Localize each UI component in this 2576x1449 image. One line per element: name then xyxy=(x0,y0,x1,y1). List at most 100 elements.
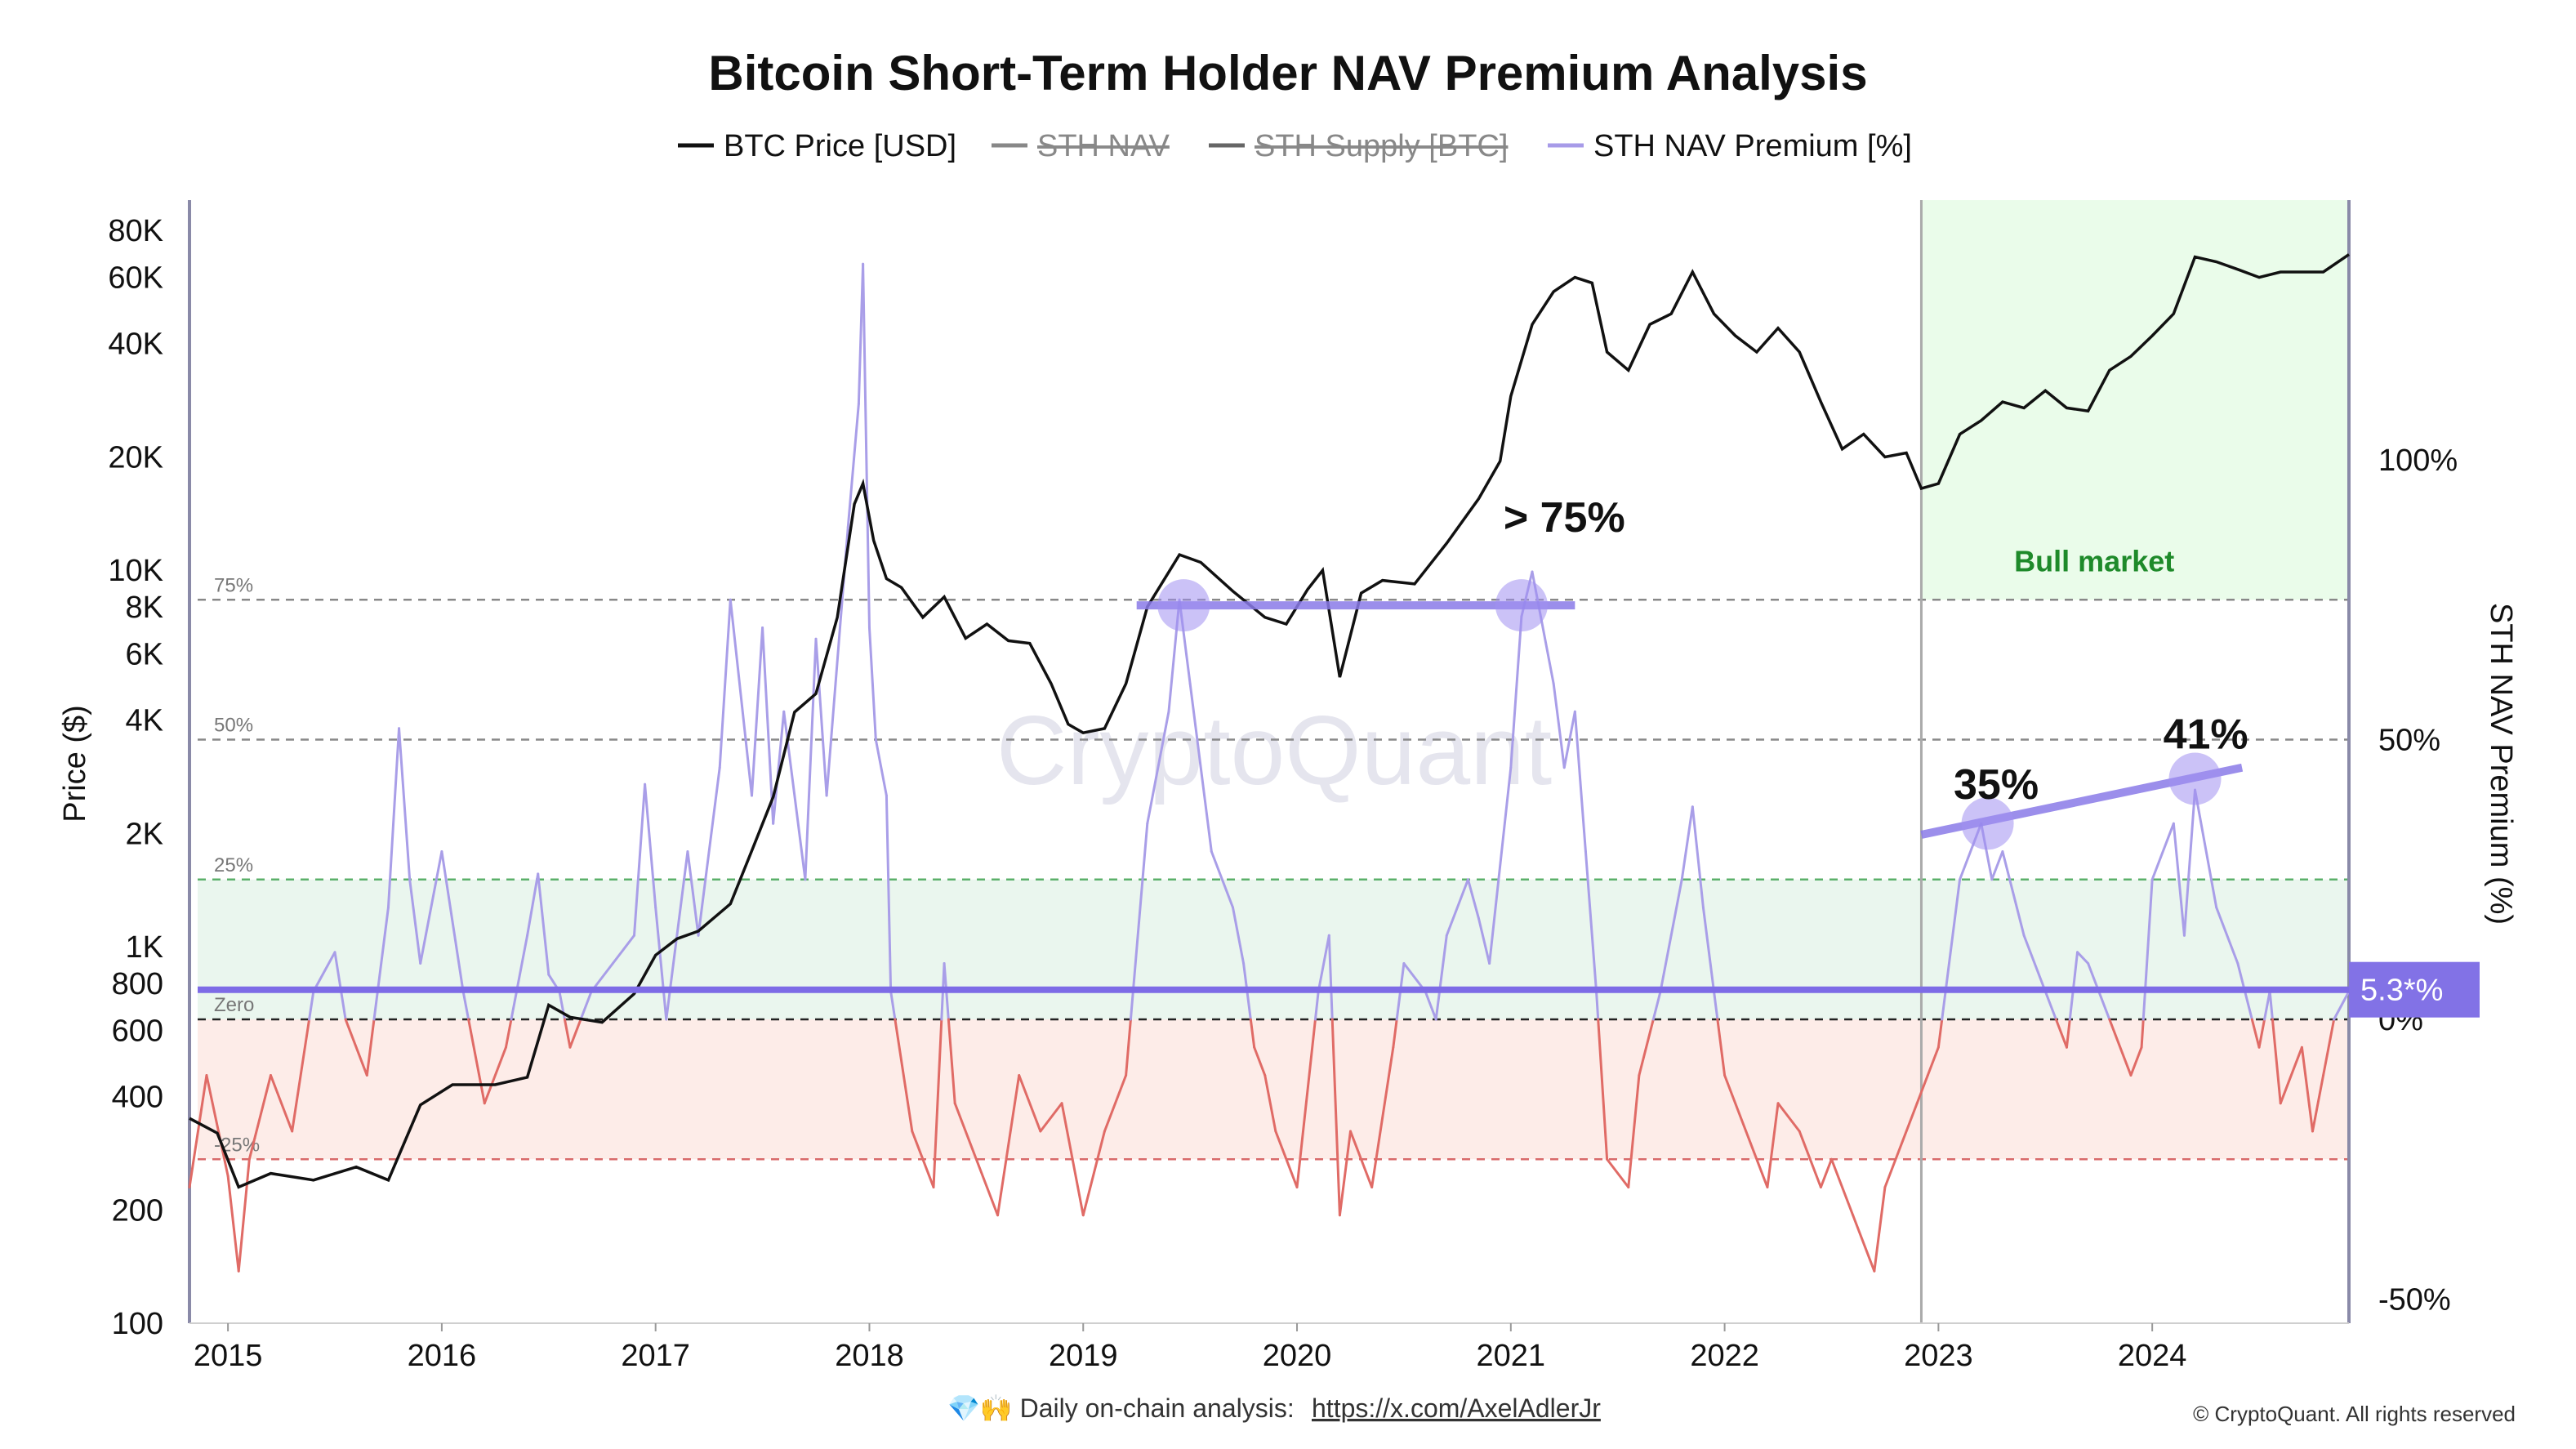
premium-segment-32-0 xyxy=(718,598,732,769)
left-tick-10: 800 xyxy=(112,967,163,1001)
premium-segment-64-0 xyxy=(1188,682,1213,853)
premium-segment-121-0 xyxy=(2065,1018,2071,1049)
annotation-label-0: > 75% xyxy=(1504,494,1625,542)
highlight-circle-3 xyxy=(2168,752,2222,805)
series-btc-price xyxy=(189,253,2350,1189)
premium-segment-135-0 xyxy=(2279,1046,2303,1105)
premium-segment-100-1 xyxy=(1716,1018,1727,1077)
premium-segment-131-0 xyxy=(2215,906,2240,965)
highlight-circle-0 xyxy=(1157,579,1210,632)
premium-segment-11-0 xyxy=(386,727,401,909)
premium-segment-137-0 xyxy=(2311,1074,2325,1133)
premium-segment-112-0 xyxy=(1915,1074,1929,1105)
premium-segment-39-0 xyxy=(814,637,828,797)
x-tick-6: 2021 xyxy=(1477,1339,1546,1373)
legend-label-sth-nav[interactable]: STH NAV xyxy=(1037,129,1170,163)
premium-segment-126-0 xyxy=(2140,1018,2145,1049)
premium-segment-124-1 xyxy=(2108,1018,2133,1077)
premium-segment-51-0 xyxy=(953,1102,978,1161)
ref-label-0: 75% xyxy=(214,574,253,596)
premium-segment-25-0 xyxy=(611,934,636,965)
premium-segment-84-0 xyxy=(1488,766,1513,965)
x-tick-9: 2024 xyxy=(2118,1339,2187,1373)
premium-segment-4-0 xyxy=(247,1074,272,1161)
premium-segment-68-0 xyxy=(1253,1046,1267,1077)
premium-segment-110-0 xyxy=(1883,1157,1897,1188)
premium-segment-139-0 xyxy=(2333,990,2351,1021)
premium-segment-117-0 xyxy=(1990,850,2004,881)
legend-label-sth-supply[interactable]: STH Supply [BTC] xyxy=(1255,129,1508,163)
premium-segment-121-1 xyxy=(2068,951,2079,1021)
legend-label-sth-nav-premium[interactable]: STH NAV Premium [%] xyxy=(1593,129,1912,163)
premium-segment-23-0 xyxy=(568,1018,582,1049)
premium-segment-47-0 xyxy=(889,990,897,1021)
premium-segment-114-1 xyxy=(1941,878,1962,1021)
premium-segment-49-0 xyxy=(932,1018,943,1188)
premium-segment-2-0 xyxy=(226,1175,240,1273)
premium-segment-136-0 xyxy=(2300,1046,2314,1133)
premium-segment-81-0 xyxy=(1445,878,1469,937)
x-axis: 2015 2016 2017 2018 2019 2020 2021 2022 2023 2024 xyxy=(189,1322,2349,1373)
band-negative xyxy=(198,1019,2349,1160)
x-tick-5: 2020 xyxy=(1263,1339,1332,1373)
premium-segment-90-0 xyxy=(1573,710,1587,853)
x-tick-3: 2018 xyxy=(835,1339,904,1373)
premium-segment-59-0 xyxy=(1103,1074,1128,1133)
premium-segment-30-0 xyxy=(686,850,700,937)
premium-segment-132-1 xyxy=(2250,1018,2261,1049)
premium-segment-45-0 xyxy=(874,738,888,797)
left-tick-7: 4K xyxy=(126,704,163,738)
premium-segment-7-0 xyxy=(312,951,336,993)
premium-segment-55-0 xyxy=(1039,1102,1063,1133)
premium-segment-120-1 xyxy=(2054,1018,2068,1049)
premium-segment-57-0 xyxy=(1071,1157,1085,1217)
premium-segment-18-1 xyxy=(510,934,529,1021)
current-premium-label: 5.3*% xyxy=(2360,974,2443,1008)
premium-segment-28-0 xyxy=(654,906,668,1021)
premium-segment-10-1 xyxy=(372,906,390,1021)
premium-segment-125-0 xyxy=(2129,1046,2143,1077)
current-premium-badge xyxy=(2349,961,2480,1018)
premium-segment-50-1 xyxy=(947,1018,956,1105)
premium-segment-9-1 xyxy=(344,1018,368,1077)
premium-segment-77-0 xyxy=(1392,1018,1398,1049)
premium-segment-92-0 xyxy=(1595,990,1600,1021)
premium-segment-108-0 xyxy=(1852,1214,1876,1273)
left-tick-4: 10K xyxy=(108,554,163,588)
ref-label-1: 50% xyxy=(214,715,253,737)
premium-segment-65-0 xyxy=(1210,850,1234,909)
right-axis: 100%50%0%-50% xyxy=(2347,200,2458,1323)
left-tick-9: 1K xyxy=(126,930,163,965)
premium-segment-22-1 xyxy=(563,1018,572,1049)
premium-segment-98-0 xyxy=(1680,805,1694,881)
right-tick-3: -50% xyxy=(2378,1283,2451,1317)
watermark: CryptoQuant xyxy=(996,696,1552,805)
footer-link[interactable]: https://x.com/AxelAdlerJr xyxy=(1312,1393,1601,1423)
premium-segment-18-0 xyxy=(504,1018,513,1049)
legend-label-btc-price[interactable]: BTC Price [USD] xyxy=(724,129,956,163)
premium-segment-111-0 xyxy=(1894,1102,1919,1161)
premium-segment-94-0 xyxy=(1627,1074,1641,1188)
premium-segment-46-0 xyxy=(885,794,893,993)
highlight-circle-2 xyxy=(1961,797,2014,850)
premium-segment-118-0 xyxy=(2001,850,2026,937)
premium-segment-109-0 xyxy=(1873,1186,1887,1273)
left-tick-12: 400 xyxy=(112,1081,163,1115)
premium-segment-33-0 xyxy=(729,598,753,797)
premium-segment-83-0 xyxy=(1477,917,1491,965)
left-tick-5: 8K xyxy=(126,591,163,625)
x-tick-4: 2019 xyxy=(1049,1339,1118,1373)
premium-segment-95-1 xyxy=(1651,990,1662,1021)
premium-segment-122-0 xyxy=(2076,951,2090,965)
premium-segment-100-0 xyxy=(1701,906,1719,1021)
premium-segment-72-0 xyxy=(1317,934,1330,993)
premium-segment-126-1 xyxy=(2141,878,2154,1021)
premium-segment-19-0 xyxy=(526,872,540,937)
premium-segment-130-0 xyxy=(2194,788,2218,909)
x-tick-2: 2017 xyxy=(621,1339,690,1373)
bull-market-region xyxy=(1921,200,2349,600)
highlight-circle-1 xyxy=(1495,579,1548,632)
premium-segment-114-0 xyxy=(1936,1018,1944,1049)
left-tick-8: 2K xyxy=(126,817,163,851)
